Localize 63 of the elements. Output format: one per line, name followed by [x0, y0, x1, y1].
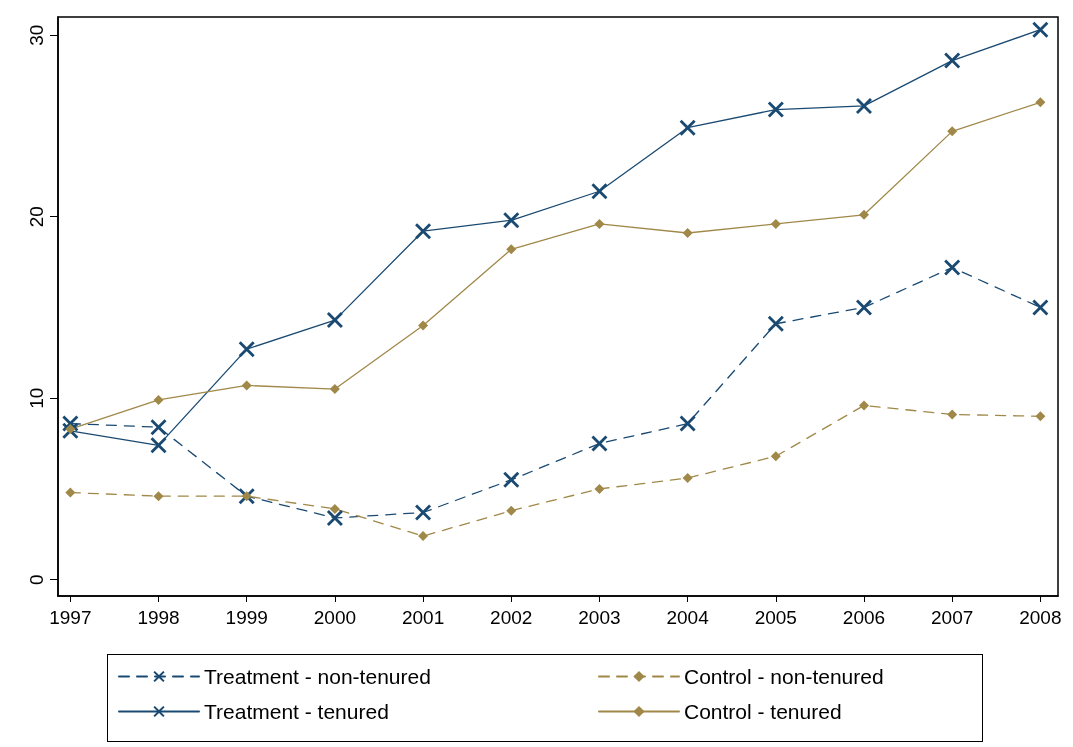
- y-tick-label: 10: [26, 387, 47, 409]
- point: [944, 259, 961, 276]
- point: [591, 435, 608, 452]
- x-tick-label: 2002: [490, 607, 533, 628]
- legend-label: Control - tenured: [684, 700, 842, 723]
- legend-label: Treatment - non-tenured: [204, 665, 431, 688]
- point: [770, 218, 781, 229]
- point: [856, 299, 872, 316]
- point: [415, 504, 432, 521]
- point: [418, 320, 429, 331]
- x-tick-label: 1997: [49, 607, 92, 628]
- x-tick-label: 2003: [578, 607, 621, 628]
- point: [1032, 21, 1049, 38]
- point: [1032, 299, 1049, 316]
- point: [415, 223, 432, 240]
- point: [329, 503, 340, 514]
- legend-label: Control - non-tenured: [684, 665, 884, 688]
- point: [326, 312, 343, 329]
- point: [329, 384, 340, 395]
- point: [944, 52, 961, 69]
- x-tick-label: 1999: [225, 607, 268, 628]
- point: [594, 218, 605, 229]
- point: [153, 394, 164, 405]
- point: [65, 487, 76, 498]
- x-tick-label: 2008: [1019, 607, 1062, 628]
- point: [1035, 411, 1046, 422]
- y-tick-label: 0: [26, 574, 47, 585]
- point: [150, 419, 167, 436]
- point: [770, 451, 781, 462]
- x-tick-label: 2001: [401, 607, 445, 628]
- point: [506, 505, 517, 516]
- point: [326, 509, 343, 526]
- x-tick-label: 2006: [842, 607, 886, 628]
- point: [682, 473, 693, 484]
- point: [947, 409, 958, 420]
- point: [503, 471, 520, 488]
- point: [679, 119, 696, 136]
- point: [679, 415, 696, 432]
- point: [682, 227, 693, 238]
- point: [153, 491, 164, 502]
- y-tick-label: 30: [26, 24, 47, 46]
- x-tick-label: 2004: [666, 607, 710, 628]
- point: [591, 183, 608, 200]
- point: [767, 315, 784, 332]
- legend-label: Treatment - tenured: [204, 700, 389, 723]
- point: [767, 101, 784, 118]
- y-tick-label: 20: [26, 206, 47, 228]
- point: [506, 244, 517, 255]
- point: [859, 400, 869, 411]
- x-tick-label: 2000: [313, 607, 357, 628]
- x-tick-label: 2007: [931, 607, 974, 628]
- point: [238, 341, 255, 358]
- x-tick-label: 1998: [137, 607, 180, 628]
- point: [418, 531, 429, 542]
- point: [150, 437, 167, 454]
- point: [856, 97, 872, 114]
- point: [1035, 97, 1046, 108]
- x-tick-label: 2005: [754, 607, 797, 628]
- point: [947, 126, 958, 137]
- point: [594, 483, 605, 494]
- point: [241, 380, 252, 391]
- point: [503, 212, 520, 229]
- point: [859, 209, 869, 220]
